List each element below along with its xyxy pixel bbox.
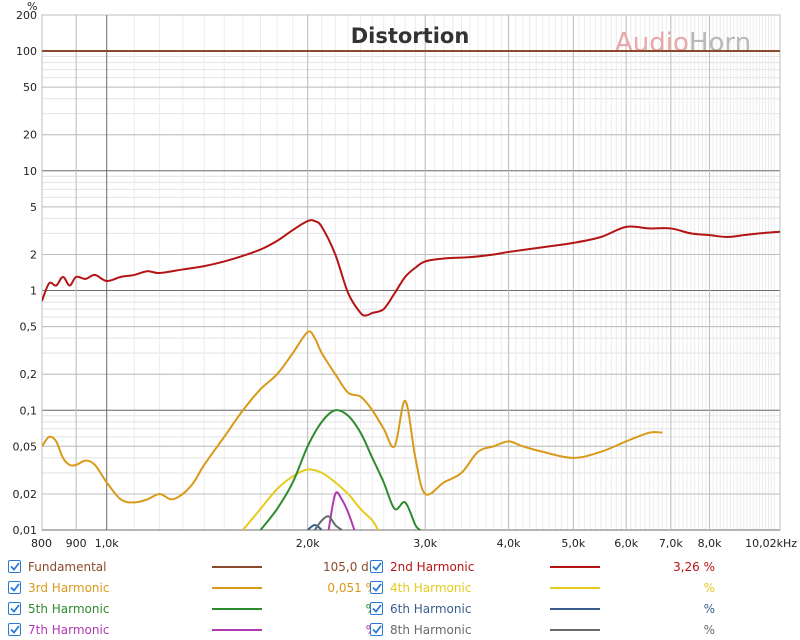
y-tick-label: 0,01 bbox=[13, 524, 38, 537]
check-icon bbox=[9, 625, 20, 634]
check-icon bbox=[371, 604, 382, 613]
series-line-3rd-harmonic bbox=[42, 330, 663, 504]
legend-value: % bbox=[703, 622, 715, 637]
y-unit-label: % bbox=[27, 0, 37, 13]
y-tick-label: 200 bbox=[16, 9, 37, 22]
x-tick-label: 8,0k bbox=[698, 537, 722, 550]
legend-swatch bbox=[212, 565, 262, 568]
legend-checkbox-2nd-harmonic[interactable] bbox=[370, 560, 383, 573]
series-line-7th-harmonic bbox=[327, 491, 356, 530]
legend-label: 7th Harmonic bbox=[28, 622, 110, 637]
legend-item-2nd-harmonic: 2nd Harmonic 3,26 % bbox=[362, 556, 715, 577]
legend-checkbox-7th-harmonic[interactable] bbox=[8, 623, 21, 636]
legend-item-6th-harmonic: 6th Harmonic% bbox=[362, 598, 715, 619]
legend: Fundamental 105,0 dB 2nd Harmonic 3,26 % 3rd… bbox=[0, 556, 800, 640]
legend-value: % bbox=[262, 623, 377, 637]
y-tick-label: 5 bbox=[30, 201, 37, 214]
series-line-6th-harmonic bbox=[307, 524, 323, 530]
check-icon bbox=[9, 562, 20, 571]
y-tick-label: 10 bbox=[23, 165, 37, 178]
legend-value: % bbox=[703, 580, 715, 595]
x-tick-label: 5,0k bbox=[561, 537, 585, 550]
x-tick-label: 7,0k bbox=[659, 537, 683, 550]
y-tick-label: 50 bbox=[23, 81, 37, 94]
x-tick-label: 800 bbox=[31, 537, 52, 550]
legend-item-fundamental: Fundamental 105,0 dB bbox=[0, 556, 377, 577]
legend-swatch bbox=[212, 607, 262, 610]
legend-swatch bbox=[550, 586, 600, 589]
x-tick-label: 10,02kHz bbox=[745, 537, 797, 550]
legend-swatch bbox=[212, 628, 262, 631]
legend-label: 8th Harmonic bbox=[390, 622, 472, 637]
series-line-8th-harmonic bbox=[313, 515, 343, 530]
legend-item-7th-harmonic: 7th Harmonic% bbox=[0, 619, 377, 640]
series-line-2nd-harmonic bbox=[42, 219, 780, 317]
check-icon bbox=[371, 625, 382, 634]
legend-label: 4th Harmonic bbox=[390, 580, 472, 595]
y-axis-ticks: 200 100 50 20 10 5 2 1 0,5 0,2 0,1 0,05 0,02 0,01 bbox=[13, 9, 38, 537]
y-tick-label: 0,1 bbox=[20, 404, 38, 417]
x-tick-label: 900 bbox=[66, 537, 87, 550]
legend-swatch bbox=[212, 586, 262, 589]
y-tick-label: 0,2 bbox=[20, 368, 38, 381]
legend-checkbox-6th-harmonic[interactable] bbox=[370, 602, 383, 615]
series-line-5th-harmonic bbox=[259, 409, 422, 530]
y-tick-label: 0,02 bbox=[13, 488, 38, 501]
x-tick-label: 1,0k bbox=[95, 537, 119, 550]
watermark-audio: Audio bbox=[615, 28, 689, 58]
series-group bbox=[42, 50, 780, 530]
legend-label: 3rd Harmonic bbox=[28, 580, 110, 595]
legend-value: % bbox=[703, 601, 715, 616]
legend-item-5th-harmonic: 5th Harmonic% bbox=[0, 598, 377, 619]
legend-checkbox-8th-harmonic[interactable] bbox=[370, 623, 383, 636]
legend-item-4th-harmonic: 4th Harmonic% bbox=[362, 577, 715, 598]
legend-checkbox-4th-harmonic[interactable] bbox=[370, 581, 383, 594]
y-tick-label: 2 bbox=[30, 248, 37, 261]
x-tick-label: 4,0k bbox=[497, 537, 521, 550]
legend-checkbox-fundamental[interactable] bbox=[8, 560, 21, 573]
legend-swatch bbox=[550, 607, 600, 610]
legend-label: 5th Harmonic bbox=[28, 601, 110, 616]
legend-label: 2nd Harmonic bbox=[390, 559, 475, 574]
x-tick-label: 2,0k bbox=[296, 537, 320, 550]
legend-item-3rd-harmonic: 3rd Harmonic 0,051 % bbox=[0, 577, 377, 598]
series-line-4th-harmonic bbox=[242, 468, 379, 530]
watermark: AudioHorn bbox=[615, 28, 751, 58]
watermark-horn: Horn bbox=[689, 28, 751, 58]
check-icon bbox=[371, 562, 382, 571]
legend-value: 0,051 % bbox=[327, 580, 377, 595]
y-tick-label: 0,05 bbox=[13, 440, 38, 453]
y-tick-label: 100 bbox=[16, 45, 37, 58]
check-icon bbox=[9, 604, 20, 613]
x-tick-label: 6,0k bbox=[614, 537, 638, 550]
y-tick-label: 20 bbox=[23, 129, 37, 142]
legend-value: % bbox=[262, 602, 377, 616]
legend-label: 6th Harmonic bbox=[390, 601, 472, 616]
legend-value: 105,0 dB bbox=[322, 559, 377, 574]
chart-title: Distortion bbox=[351, 24, 470, 48]
check-icon bbox=[371, 583, 382, 592]
legend-value: 3,26 % bbox=[673, 559, 715, 574]
distortion-chart: 200 100 50 20 10 5 2 1 0,5 0,2 0,1 0,05 0,02 0,01 800… bbox=[13, 0, 798, 550]
y-tick-label: 0,5 bbox=[20, 321, 38, 334]
x-axis-ticks: 800 900 1,0k 2,0k 3,0k 4,0k 5,0k 6,0k 7,0k 8,0k 10… bbox=[31, 537, 797, 550]
legend-swatch bbox=[550, 565, 600, 568]
y-tick-label: 1 bbox=[30, 285, 37, 298]
grid bbox=[41, 14, 781, 531]
legend-checkbox-3rd-harmonic[interactable] bbox=[8, 581, 21, 594]
x-tick-label: 3,0k bbox=[413, 537, 437, 550]
check-icon bbox=[9, 583, 20, 592]
legend-checkbox-5th-harmonic[interactable] bbox=[8, 602, 21, 615]
legend-swatch bbox=[550, 628, 600, 631]
legend-item-8th-harmonic: 8th Harmonic% bbox=[362, 619, 715, 640]
legend-label: Fundamental bbox=[28, 559, 107, 574]
